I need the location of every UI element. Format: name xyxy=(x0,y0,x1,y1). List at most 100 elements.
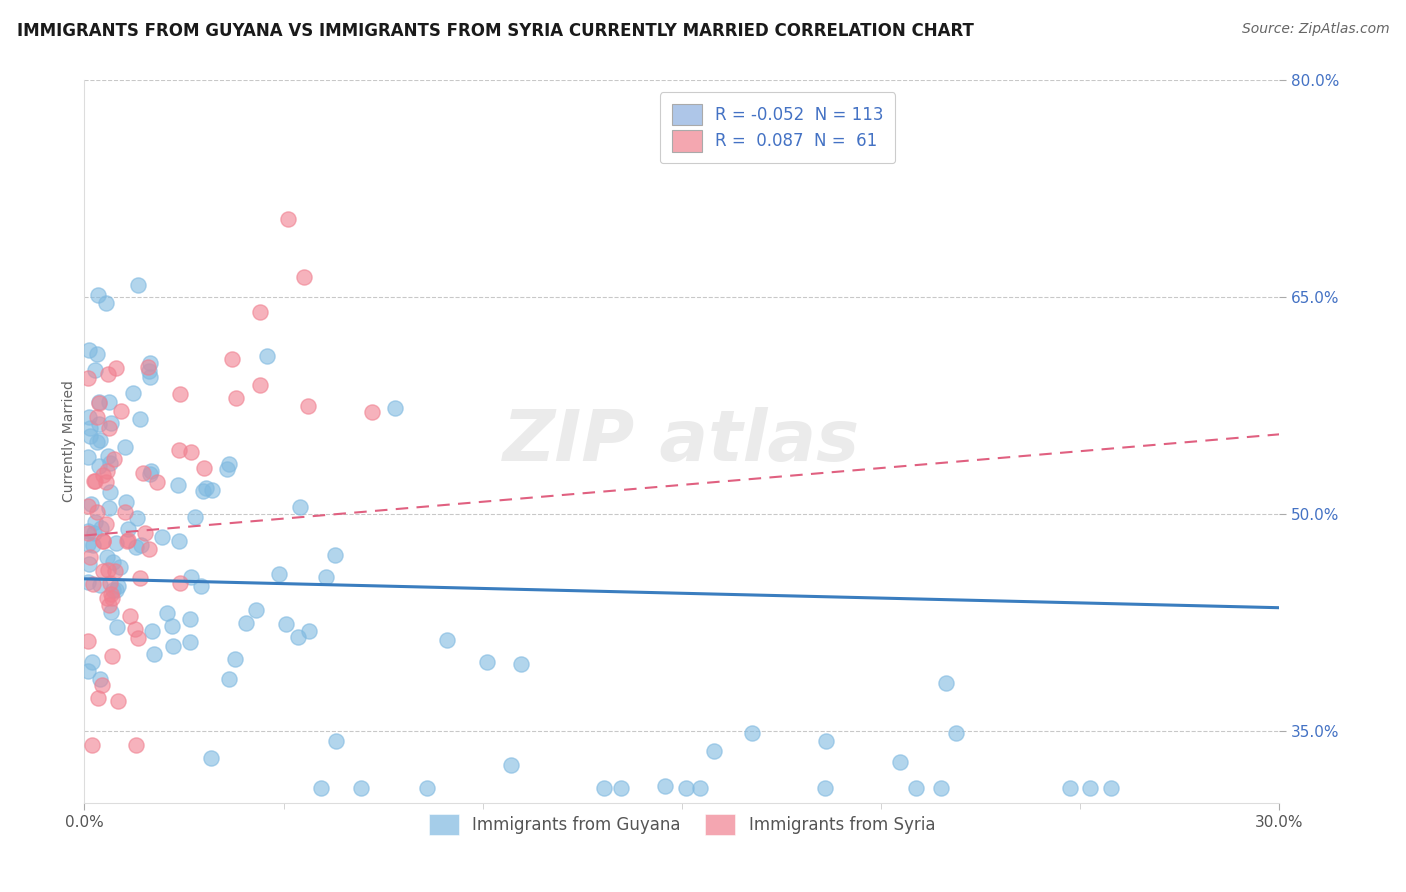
Point xyxy=(325,734,347,748)
Point xyxy=(77,370,100,384)
Point xyxy=(86,409,108,424)
Point xyxy=(162,618,184,632)
Point xyxy=(77,634,100,648)
Point xyxy=(115,494,138,508)
Point xyxy=(82,738,104,752)
Point xyxy=(124,738,146,752)
Point xyxy=(249,378,271,392)
Point xyxy=(249,305,271,319)
Point xyxy=(77,557,100,571)
Point xyxy=(87,459,110,474)
Point xyxy=(150,531,173,545)
Point xyxy=(101,583,124,598)
Point xyxy=(77,574,100,589)
Point xyxy=(91,564,114,578)
Point xyxy=(169,576,191,591)
Point xyxy=(139,356,162,370)
Point xyxy=(79,550,101,565)
Point xyxy=(138,541,160,556)
Point xyxy=(167,443,190,458)
Point xyxy=(267,566,290,581)
Point xyxy=(80,655,103,669)
Point xyxy=(180,445,202,459)
Point xyxy=(117,522,139,536)
Point xyxy=(138,369,160,384)
Point xyxy=(183,510,205,524)
Point xyxy=(945,725,967,739)
Point xyxy=(87,417,110,431)
Point xyxy=(83,475,105,489)
Point xyxy=(218,672,240,686)
Point xyxy=(83,525,105,540)
Point xyxy=(97,421,120,435)
Point xyxy=(90,678,112,692)
Point xyxy=(935,676,957,690)
Point xyxy=(96,475,118,489)
Point xyxy=(79,420,101,434)
Point xyxy=(179,612,201,626)
Point xyxy=(105,535,128,549)
Point xyxy=(103,451,125,466)
Point xyxy=(89,395,111,409)
Point xyxy=(218,458,240,472)
Point xyxy=(98,576,121,591)
Point xyxy=(191,483,214,498)
Point xyxy=(83,474,105,488)
Point xyxy=(315,570,337,584)
Point xyxy=(105,583,128,598)
Point xyxy=(815,734,838,748)
Point xyxy=(689,781,711,796)
Point xyxy=(194,481,217,495)
Point xyxy=(436,632,458,647)
Point xyxy=(84,515,107,529)
Point xyxy=(114,505,136,519)
Point xyxy=(117,533,139,548)
Point xyxy=(87,288,110,302)
Point xyxy=(98,501,121,516)
Point xyxy=(136,360,159,375)
Point xyxy=(79,429,101,443)
Point xyxy=(290,500,312,515)
Point xyxy=(169,386,191,401)
Point xyxy=(87,690,110,705)
Point xyxy=(193,461,215,475)
Point xyxy=(96,464,118,478)
Point xyxy=(125,510,148,524)
Point xyxy=(98,598,121,612)
Point xyxy=(97,449,120,463)
Point xyxy=(416,781,439,796)
Point xyxy=(929,781,952,796)
Point xyxy=(277,211,299,226)
Point xyxy=(200,751,222,765)
Point xyxy=(167,533,190,548)
Point xyxy=(221,352,243,367)
Point xyxy=(122,385,145,400)
Point xyxy=(100,485,122,500)
Point xyxy=(101,648,124,663)
Point xyxy=(89,578,111,592)
Point xyxy=(86,505,108,519)
Point xyxy=(82,576,104,591)
Point xyxy=(141,464,163,478)
Point xyxy=(141,624,163,638)
Point xyxy=(129,412,152,426)
Point xyxy=(350,781,373,796)
Point xyxy=(100,606,122,620)
Point xyxy=(114,440,136,454)
Point xyxy=(510,657,533,671)
Point xyxy=(309,781,332,796)
Point xyxy=(610,781,633,796)
Point xyxy=(131,466,153,480)
Text: Source: ZipAtlas.com: Source: ZipAtlas.com xyxy=(1241,22,1389,37)
Point xyxy=(298,624,321,638)
Point xyxy=(107,579,129,593)
Point xyxy=(101,591,124,606)
Legend: Immigrants from Guyana, Immigrants from Syria: Immigrants from Guyana, Immigrants from … xyxy=(419,804,945,845)
Point xyxy=(97,367,120,381)
Point xyxy=(77,450,100,465)
Point xyxy=(904,781,927,796)
Point xyxy=(96,591,118,605)
Point xyxy=(89,433,111,447)
Point xyxy=(499,758,522,772)
Point xyxy=(179,634,201,648)
